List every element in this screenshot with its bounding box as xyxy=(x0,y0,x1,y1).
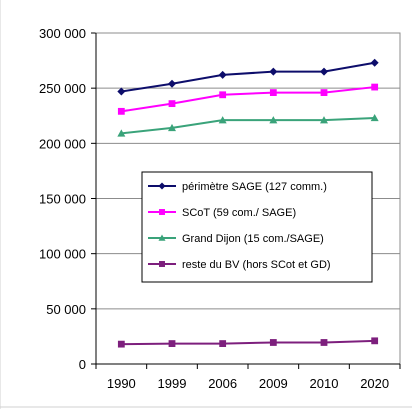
x-tick-label: 1990 xyxy=(107,376,136,391)
series-2-point xyxy=(269,89,277,96)
series-2-point xyxy=(371,83,379,91)
y-tick-label: 50 000 xyxy=(46,302,86,317)
series-2-point xyxy=(320,89,328,96)
series-3-point xyxy=(117,129,126,137)
series-2-point xyxy=(219,91,227,99)
x-tick-label: 2010 xyxy=(310,376,339,391)
series-4-point xyxy=(269,339,277,346)
series-1-point xyxy=(117,87,126,96)
x-tick-label: 2006 xyxy=(208,376,237,391)
series-2-point xyxy=(168,100,176,108)
series-line-1 xyxy=(121,61,375,93)
series-1-point xyxy=(218,70,227,79)
series-4-point xyxy=(219,340,227,347)
y-tick-label: 250 000 xyxy=(39,81,86,96)
series-3-point xyxy=(168,123,176,132)
legend-label: SCoT (59 com./ SAGE) xyxy=(182,207,296,219)
series-4-point xyxy=(371,337,379,345)
y-tick-label: 0 xyxy=(79,357,86,372)
legend-marker xyxy=(158,234,166,241)
series-3-point xyxy=(269,116,278,124)
series-1-point xyxy=(370,58,379,67)
legend-label: périmètre SAGE (127 comm.) xyxy=(182,181,327,193)
legend-box xyxy=(141,171,373,283)
series-line-3 xyxy=(121,116,375,135)
legend-marker xyxy=(158,182,166,190)
series-line-4 xyxy=(121,339,375,346)
series-3-point xyxy=(218,116,227,124)
series-2-point xyxy=(117,107,125,115)
y-tick-label: 150 000 xyxy=(39,192,86,207)
y-tick-label: 300 000 xyxy=(39,26,86,41)
legend-label: reste du BV (hors SCot et GD) xyxy=(182,259,331,271)
series-4-point xyxy=(320,339,328,346)
series-4-point xyxy=(117,340,125,348)
series-4-point xyxy=(168,340,176,347)
legend-marker xyxy=(159,209,165,215)
series-1-point xyxy=(168,79,176,88)
series-3-point xyxy=(320,116,328,124)
legend-marker xyxy=(159,261,165,267)
legend-label: Grand Dijon (15 com./SAGE) xyxy=(182,233,324,245)
x-tick-label: 1999 xyxy=(158,376,187,391)
y-tick-label: 200 000 xyxy=(39,136,86,151)
y-tick-label: 100 000 xyxy=(39,247,86,262)
x-tick-label: 2020 xyxy=(360,376,389,391)
series-line-2 xyxy=(121,86,375,113)
series-3-point xyxy=(370,113,379,122)
series-1-point xyxy=(320,67,328,76)
x-tick-label: 2009 xyxy=(259,376,288,391)
series-1-point xyxy=(269,67,278,76)
